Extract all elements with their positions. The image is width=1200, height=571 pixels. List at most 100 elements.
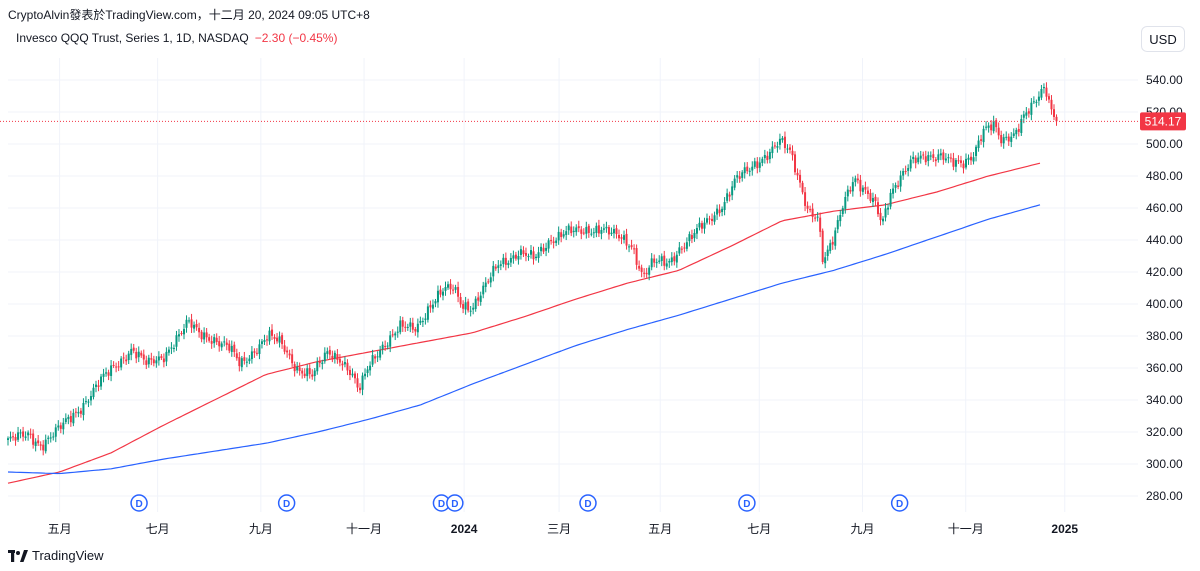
candle-body bbox=[72, 412, 75, 424]
candle-body bbox=[411, 322, 414, 330]
candle-body bbox=[1037, 96, 1040, 101]
candle-body bbox=[424, 318, 427, 320]
candle-body bbox=[889, 192, 892, 207]
candle-body bbox=[557, 231, 560, 241]
candle-body bbox=[49, 437, 52, 439]
candle-body bbox=[502, 257, 505, 265]
candle-body bbox=[97, 385, 100, 387]
candle-body bbox=[623, 235, 626, 240]
candle-body bbox=[351, 373, 354, 376]
candle-body bbox=[301, 370, 304, 374]
candle-body bbox=[540, 246, 543, 252]
candle-body bbox=[939, 153, 942, 156]
x-tick-label: 十一月 bbox=[346, 522, 382, 536]
candle-body bbox=[529, 250, 532, 255]
candle-body bbox=[907, 167, 910, 171]
candle-body bbox=[296, 366, 299, 371]
candle-body bbox=[947, 157, 950, 159]
candle-body bbox=[864, 186, 867, 190]
candle-body bbox=[203, 332, 206, 340]
candle-body bbox=[912, 156, 915, 160]
candle-body bbox=[233, 344, 236, 353]
dividend-marker[interactable]: D bbox=[277, 494, 296, 512]
candle-body bbox=[738, 176, 741, 179]
dividend-marker[interactable]: D bbox=[579, 494, 597, 512]
candle-body bbox=[547, 240, 550, 249]
candle-body bbox=[369, 365, 372, 371]
candle-body bbox=[942, 152, 945, 160]
candle-body bbox=[645, 272, 648, 275]
candle-body bbox=[426, 306, 429, 320]
candle-body bbox=[723, 202, 726, 210]
candle-body bbox=[716, 208, 719, 215]
candle-body bbox=[816, 216, 819, 218]
candle-body bbox=[859, 179, 862, 192]
candle-body bbox=[447, 284, 450, 288]
dividend-marker-label: D bbox=[283, 499, 290, 510]
candle-body bbox=[507, 262, 510, 266]
dividend-marker[interactable]: D bbox=[432, 494, 451, 512]
candle-body bbox=[650, 258, 653, 268]
candle-body bbox=[653, 258, 656, 263]
candle-body bbox=[826, 249, 829, 257]
candle-body bbox=[32, 433, 35, 445]
candle-body bbox=[271, 329, 274, 336]
candle-body bbox=[980, 139, 983, 141]
candle-body bbox=[489, 277, 492, 283]
candle-body bbox=[922, 154, 925, 156]
candle-body bbox=[44, 439, 47, 452]
candle-body bbox=[638, 265, 641, 269]
candle-body bbox=[879, 212, 882, 221]
candle-body bbox=[406, 326, 409, 328]
last-price-badge bbox=[1140, 112, 1186, 131]
candle-body bbox=[326, 351, 329, 354]
y-tick-label: 360.00 bbox=[1146, 361, 1183, 375]
candle-body bbox=[482, 285, 485, 295]
candle-body bbox=[1010, 136, 1013, 142]
candle-body bbox=[1030, 102, 1033, 115]
last-price-line: 514.17 bbox=[0, 112, 1186, 131]
candle-body bbox=[198, 327, 201, 333]
candle-body bbox=[399, 320, 402, 333]
currency-button[interactable]: USD bbox=[1141, 26, 1185, 52]
candle-body bbox=[396, 331, 399, 333]
candle-body bbox=[379, 350, 382, 358]
candle-body bbox=[291, 354, 294, 364]
tradingview-logo[interactable]: TradingView bbox=[8, 548, 104, 563]
candle-body bbox=[972, 157, 975, 162]
candle-body bbox=[170, 347, 173, 349]
candle-body bbox=[781, 137, 784, 141]
candle-body bbox=[248, 358, 251, 362]
candle-body bbox=[1032, 101, 1035, 103]
candle-body bbox=[14, 437, 17, 441]
candle-body bbox=[155, 360, 158, 364]
dividend-marker[interactable]: D bbox=[130, 494, 148, 512]
candle-body bbox=[605, 226, 608, 229]
candle-body bbox=[12, 436, 15, 438]
dividend-marker-circle bbox=[446, 494, 464, 512]
candle-body bbox=[713, 215, 716, 222]
y-tick-label: 420.00 bbox=[1146, 265, 1183, 279]
candle-body bbox=[927, 155, 930, 161]
candle-body bbox=[831, 241, 834, 245]
candle-body bbox=[550, 239, 553, 242]
candle-body bbox=[105, 372, 108, 374]
candle-body bbox=[462, 303, 465, 309]
candle-body bbox=[27, 432, 30, 436]
candle-body bbox=[839, 214, 842, 222]
dividend-marker[interactable]: D bbox=[738, 494, 756, 512]
candle-body bbox=[474, 298, 477, 309]
candle-body bbox=[39, 444, 42, 446]
candle-body bbox=[952, 158, 955, 167]
dividend-marker[interactable]: D bbox=[446, 494, 464, 512]
price-change: −2.30 (−0.45%) bbox=[254, 31, 338, 45]
dividend-marker[interactable]: D bbox=[890, 494, 909, 512]
candle-body bbox=[497, 265, 500, 268]
candle-body bbox=[230, 345, 233, 352]
candle-body bbox=[376, 356, 379, 358]
candle-body bbox=[115, 366, 118, 368]
candle-body bbox=[107, 372, 110, 376]
candle-body bbox=[147, 357, 150, 365]
candle-body bbox=[648, 267, 651, 275]
